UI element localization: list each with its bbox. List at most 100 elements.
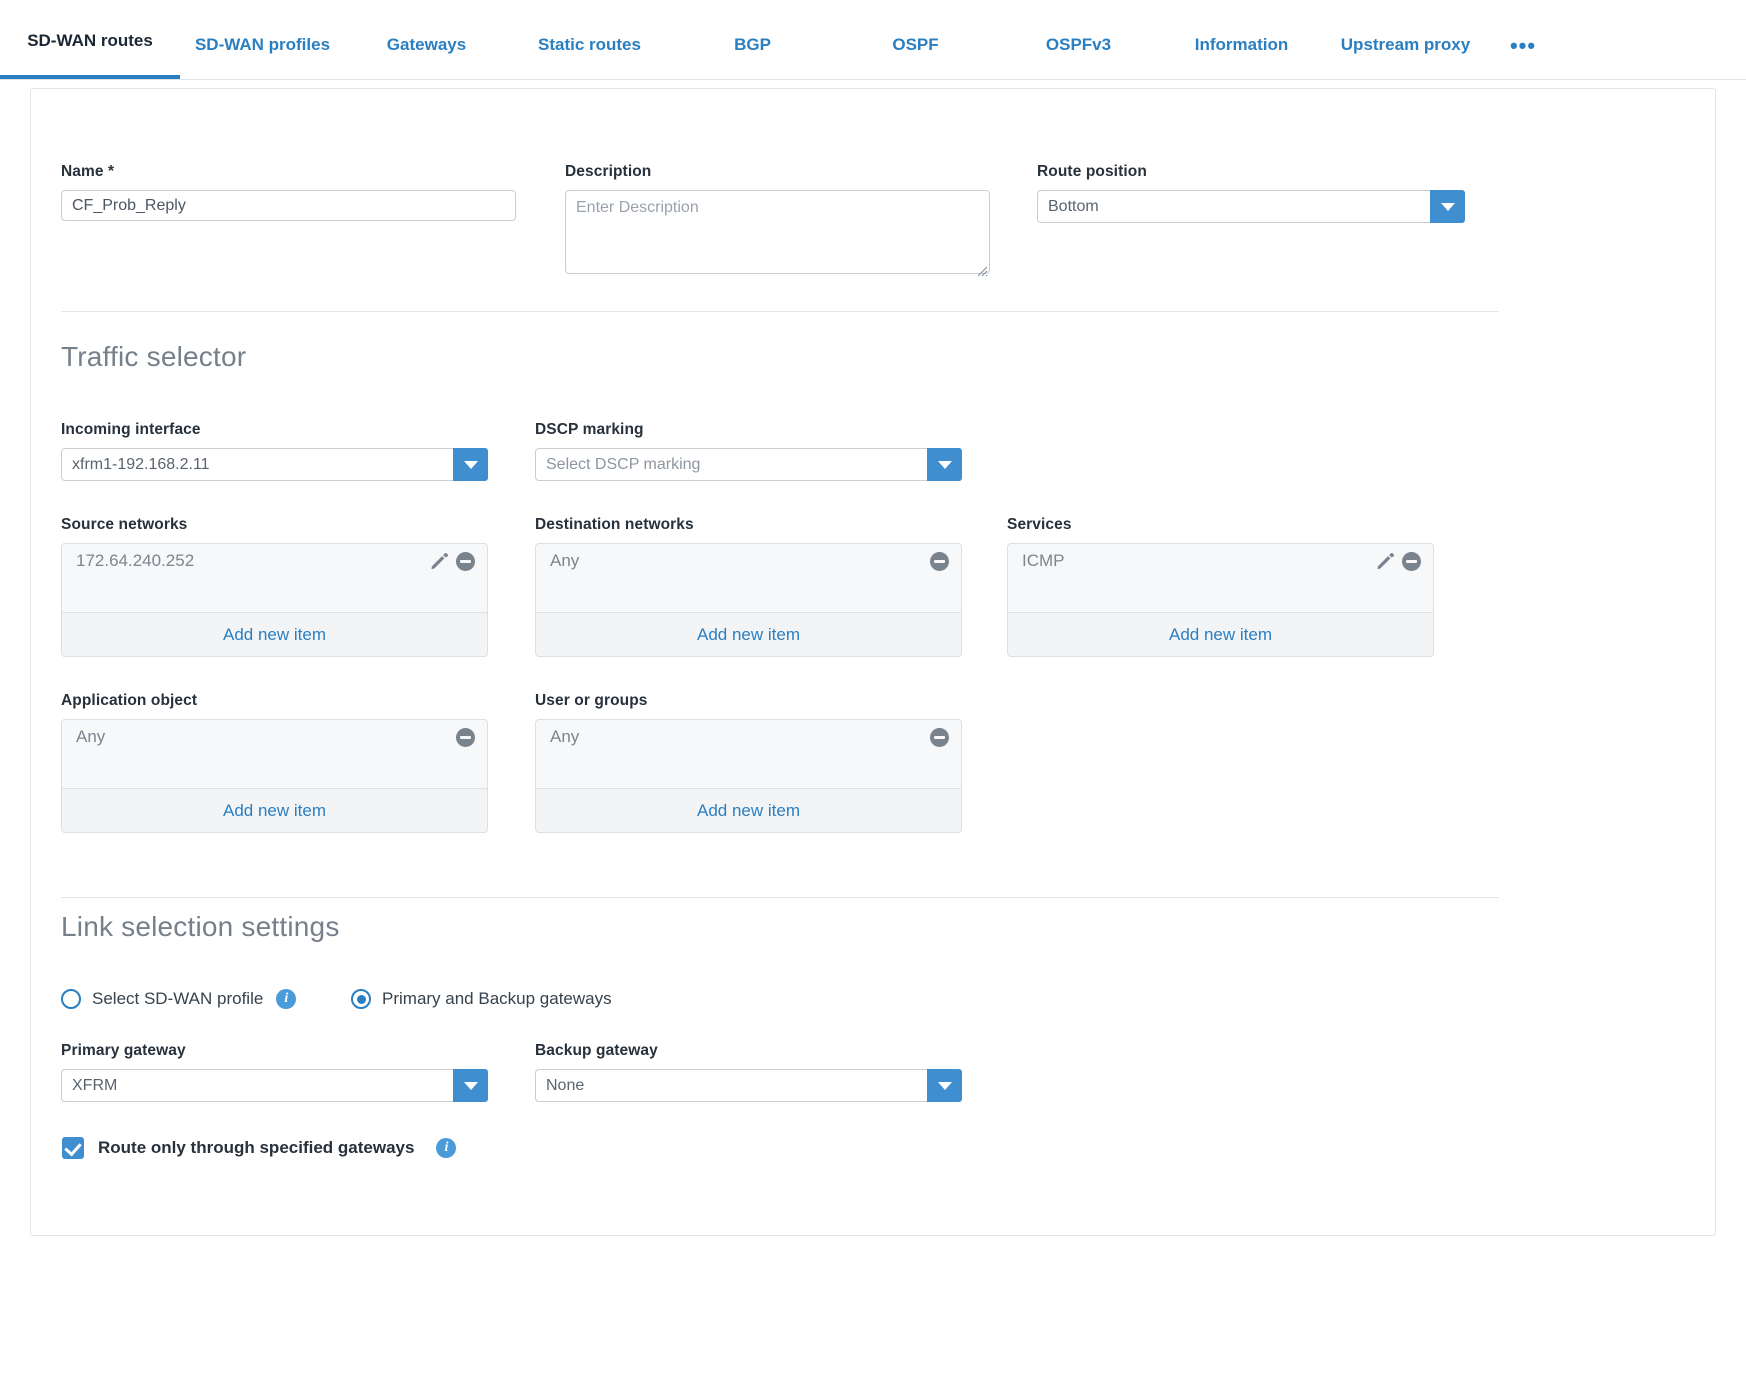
add-new-item-button[interactable]: Add new item — [62, 788, 487, 832]
chevron-down-icon[interactable] — [453, 448, 488, 481]
edit-pencil-icon[interactable] — [1376, 552, 1394, 570]
backup-gateway-value: None — [535, 1069, 927, 1102]
chevron-down-icon[interactable] — [453, 1069, 488, 1102]
name-label: Name * — [61, 163, 115, 180]
source-networks-listbox: 172.64.240.252 Add new item — [61, 543, 488, 657]
route-form-card: Name * Description Route position Bottom — [30, 88, 1716, 1236]
tab-sd-wan-profiles[interactable]: SD-WAN profiles — [180, 35, 345, 79]
list-item[interactable]: ICMP — [1008, 544, 1433, 578]
route-position-value: Bottom — [1037, 190, 1430, 223]
add-new-item-button[interactable]: Add new item — [536, 788, 961, 832]
tab-sd-wan-routes[interactable]: SD-WAN routes — [0, 31, 180, 79]
tab-ospf[interactable]: OSPF — [834, 35, 997, 79]
tab-label: SD-WAN routes — [27, 31, 153, 50]
tab-information[interactable]: Information — [1160, 35, 1323, 79]
divider-traffic-selector — [61, 311, 1499, 312]
radio-primary-and-backup-gateways[interactable]: Primary and Backup gateways — [351, 989, 612, 1009]
tab-label: Information — [1194, 35, 1289, 54]
radio-button-circle-icon[interactable] — [61, 989, 81, 1009]
destination-networks-group: Destination networks Any Add new item — [535, 516, 962, 657]
backup-gateway-select[interactable]: None — [535, 1069, 962, 1102]
list-item[interactable]: Any — [536, 720, 961, 754]
list-item-actions — [430, 551, 475, 571]
description-textarea[interactable] — [565, 190, 990, 274]
add-new-item-button[interactable]: Add new item — [62, 612, 487, 656]
chevron-down-icon[interactable] — [927, 448, 962, 481]
tab-label: OSPFv3 — [1045, 35, 1112, 54]
overflow-dots: ••• — [1509, 33, 1537, 58]
dscp-marking-select[interactable]: Select DSCP marking — [535, 448, 962, 481]
services-listbox: ICMP Add new item — [1007, 543, 1434, 657]
list-item-actions — [456, 727, 475, 747]
chevron-down-icon[interactable] — [1430, 190, 1465, 223]
tab-label: SD-WAN profiles — [194, 35, 331, 54]
tab-label: Static routes — [538, 35, 641, 54]
radio-select-sdwan-profile[interactable]: Select SD-WAN profile i — [61, 989, 297, 1009]
list-item-actions — [930, 551, 949, 571]
edit-pencil-icon[interactable] — [430, 552, 448, 570]
backup-gateway-label: Backup gateway — [535, 1042, 658, 1059]
remove-minus-icon[interactable] — [456, 551, 475, 571]
source-networks-group: Source networks 172.64.240.252 — [61, 516, 488, 657]
route-position-label: Route position — [1037, 163, 1147, 180]
primary-gateway-select[interactable]: XFRM — [61, 1069, 488, 1102]
radio-label: Select SD-WAN profile — [92, 989, 264, 1008]
radio-label: Primary and Backup gateways — [382, 989, 612, 1008]
remove-minus-icon[interactable] — [456, 727, 475, 747]
tab-upstream-proxy[interactable]: Upstream proxy — [1323, 35, 1488, 79]
tab-bar: SD-WAN routes SD-WAN profiles Gateways S… — [0, 0, 1746, 80]
backup-gateway-group: Backup gateway None — [535, 1042, 962, 1102]
route-position-field-group: Route position Bottom — [1037, 163, 1465, 223]
list-item[interactable]: Any — [536, 544, 961, 578]
tab-label: BGP — [734, 35, 771, 54]
list-item-value: Any — [550, 551, 580, 570]
tab-label: OSPF — [892, 35, 939, 54]
tab-label: Gateways — [386, 35, 467, 54]
primary-gateway-group: Primary gateway XFRM — [61, 1042, 488, 1102]
application-object-group: Application object Any Add new item — [61, 692, 488, 833]
primary-gateway-value: XFRM — [61, 1069, 453, 1102]
chevron-down-icon[interactable] — [927, 1069, 962, 1102]
tab-gateways[interactable]: Gateways — [345, 35, 508, 79]
listbox-items: Any — [536, 544, 961, 612]
listbox-items: Any — [62, 720, 487, 788]
add-new-item-button[interactable]: Add new item — [1008, 612, 1433, 656]
add-new-item-button[interactable]: Add new item — [536, 612, 961, 656]
tab-static-routes[interactable]: Static routes — [508, 35, 671, 79]
tab-ospfv3[interactable]: OSPFv3 — [997, 35, 1160, 79]
link-selection-title: Link selection settings — [61, 911, 340, 942]
listbox-items: ICMP — [1008, 544, 1433, 612]
listbox-items: Any — [536, 720, 961, 788]
route-position-select[interactable]: Bottom — [1037, 190, 1465, 223]
incoming-interface-group: Incoming interface xfrm1-192.168.2.11 — [61, 421, 488, 481]
tab-bgp[interactable]: BGP — [671, 35, 834, 79]
traffic-selector-title: Traffic selector — [61, 341, 247, 372]
incoming-interface-select[interactable]: xfrm1-192.168.2.11 — [61, 448, 488, 481]
application-object-label: Application object — [61, 692, 198, 709]
user-or-groups-group: User or groups Any Add new item — [535, 692, 962, 833]
name-input[interactable] — [61, 190, 516, 221]
list-item-value: ICMP — [1022, 551, 1065, 570]
dscp-marking-value: Select DSCP marking — [535, 448, 927, 481]
route-only-through-gateways-row[interactable]: Route only through specified gateways i — [62, 1137, 457, 1159]
info-icon[interactable]: i — [436, 1138, 457, 1158]
list-item-actions — [930, 727, 949, 747]
destination-networks-listbox: Any Add new item — [535, 543, 962, 657]
user-or-groups-label: User or groups — [535, 692, 648, 709]
incoming-interface-value: xfrm1-192.168.2.11 — [61, 448, 453, 481]
list-item[interactable]: 172.64.240.252 — [62, 544, 487, 578]
remove-minus-icon[interactable] — [1402, 551, 1421, 571]
remove-minus-icon[interactable] — [930, 727, 949, 747]
checkbox-icon[interactable] — [62, 1137, 84, 1159]
remove-minus-icon[interactable] — [930, 551, 949, 571]
primary-gateway-label: Primary gateway — [61, 1042, 186, 1059]
radio-button-circle-icon[interactable] — [351, 989, 371, 1009]
info-icon[interactable]: i — [276, 989, 297, 1009]
description-field-group: Description — [565, 163, 990, 279]
list-item-value: Any — [76, 727, 106, 746]
services-label: Services — [1007, 516, 1072, 533]
list-item[interactable]: Any — [62, 720, 487, 754]
tab-overflow-menu-icon[interactable]: ••• — [1488, 35, 1558, 79]
listbox-items: 172.64.240.252 — [62, 544, 487, 612]
